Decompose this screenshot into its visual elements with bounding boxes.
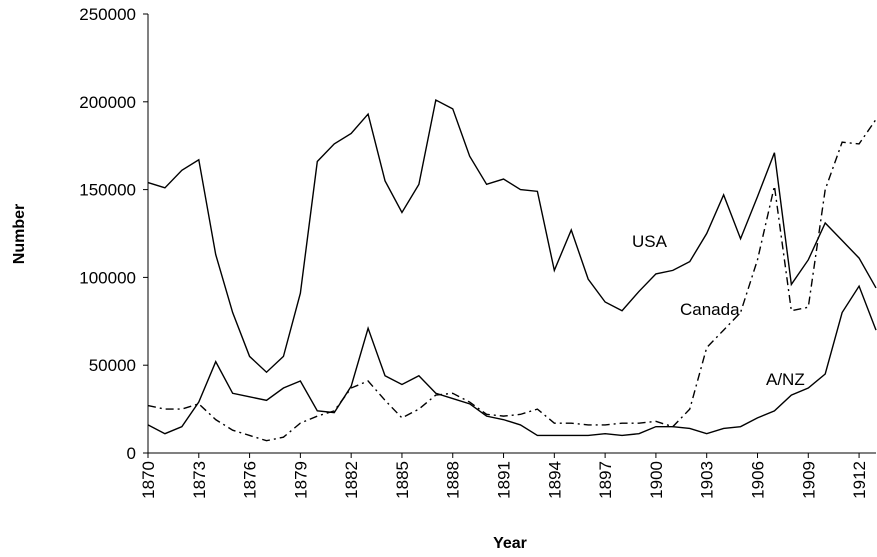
y-tick-label: 250000	[79, 5, 136, 24]
x-tick-label: 1873	[190, 461, 209, 499]
x-tick-label: 1891	[495, 461, 514, 499]
series-label: USA	[632, 232, 668, 251]
x-tick-label: 1888	[444, 461, 463, 499]
x-tick-label: 1903	[698, 461, 717, 499]
x-axis-title: Year	[493, 535, 527, 552]
series-line	[147, 284, 877, 437]
series-label: Canada	[680, 300, 740, 319]
y-tick-label: 150000	[79, 181, 136, 200]
series-line	[147, 98, 877, 374]
x-tick-label: 1906	[748, 461, 767, 499]
x-tick-label: 1909	[799, 461, 818, 499]
x-tick-label: 1900	[647, 461, 666, 499]
series-line	[147, 118, 877, 442]
series-label: A/NZ	[766, 370, 805, 389]
x-tick-label: 1897	[596, 461, 615, 499]
x-tick-label: 1882	[342, 461, 361, 499]
x-tick-label: 1894	[545, 461, 564, 499]
x-tick-label: 1870	[139, 461, 158, 499]
y-tick-label: 0	[127, 444, 136, 463]
y-tick-label: 200000	[79, 93, 136, 112]
x-tick-label: 1876	[241, 461, 260, 499]
y-tick-label: 100000	[79, 268, 136, 287]
x-tick-label: 1879	[291, 461, 310, 499]
y-tick-label: 50000	[89, 356, 136, 375]
x-tick-label: 1885	[393, 461, 412, 499]
y-axis-title: Number	[11, 204, 28, 264]
x-tick-label: 1912	[850, 461, 869, 499]
